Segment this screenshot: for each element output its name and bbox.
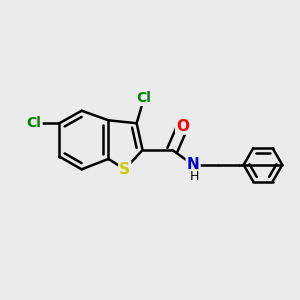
Text: N: N (187, 158, 200, 172)
Text: O: O (176, 119, 189, 134)
Text: Cl: Cl (27, 116, 41, 130)
Text: H: H (190, 170, 199, 183)
Text: Cl: Cl (136, 91, 152, 105)
Text: S: S (119, 162, 130, 177)
